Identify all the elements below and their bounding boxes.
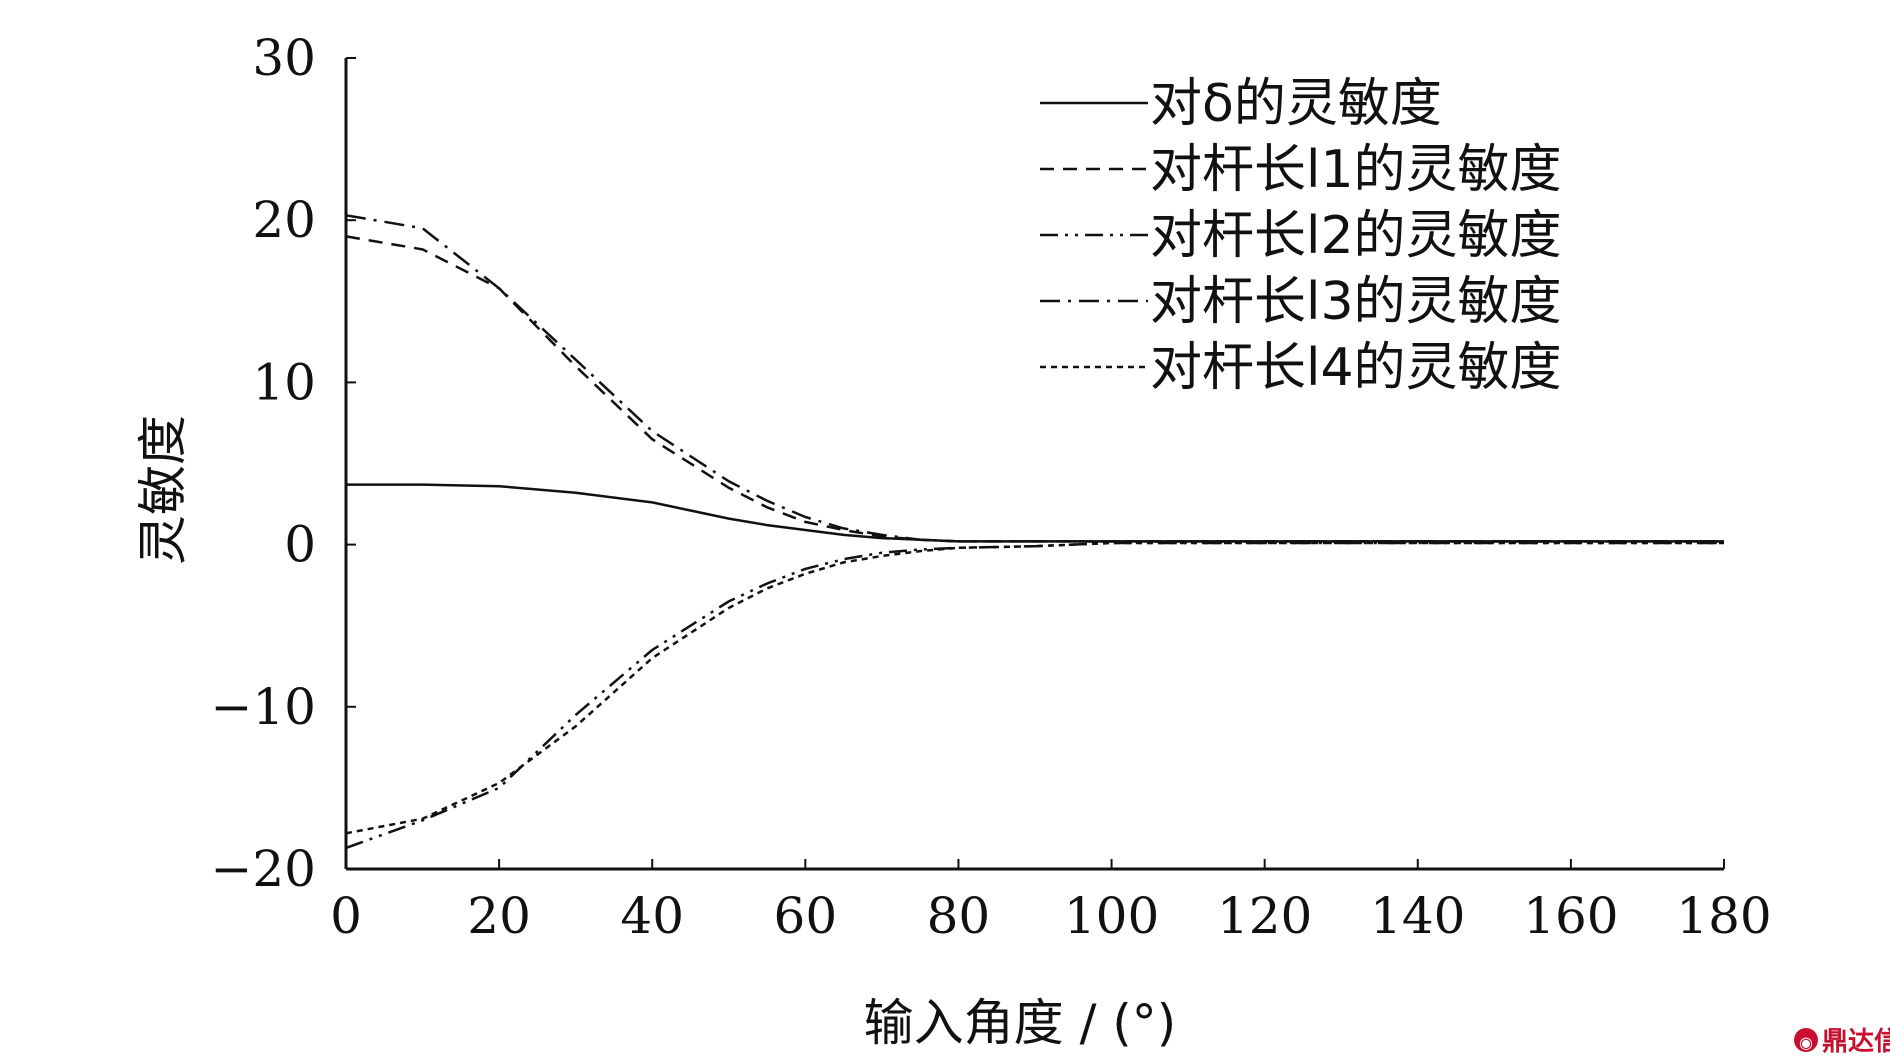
legend-label-2: 对杆长l1的灵敏度 bbox=[1150, 140, 1562, 200]
x-tick-label: 140 bbox=[1370, 887, 1465, 945]
legend-label-1: 对δ的灵敏度 bbox=[1150, 74, 1442, 134]
y-tick-label: 30 bbox=[252, 29, 316, 87]
series-line-3 bbox=[345, 541, 1724, 850]
watermark-logo-icon-glyph: ◉ bbox=[1799, 1033, 1813, 1052]
watermark-text: 鼎达信 bbox=[1822, 1027, 1890, 1057]
y-tick-label: 0 bbox=[284, 516, 316, 574]
x-tick-label: 100 bbox=[1064, 887, 1159, 945]
y-tick-label: 10 bbox=[252, 353, 316, 411]
y-tick-label: 20 bbox=[252, 191, 316, 249]
x-tick-label: 20 bbox=[467, 887, 531, 945]
x-tick-label: 0 bbox=[330, 887, 362, 945]
x-tick-label: 40 bbox=[620, 887, 684, 945]
legend-label-5: 对杆长l4的灵敏度 bbox=[1150, 338, 1562, 398]
x-tick-label: 160 bbox=[1523, 887, 1618, 945]
series-line-4 bbox=[345, 214, 1724, 543]
legend: 对δ的灵敏度对杆长l1的灵敏度对杆长l2的灵敏度对杆长l3的灵敏度对杆长l4的灵… bbox=[1040, 74, 1562, 398]
x-axis-ticks: 0 20 40 60 80 100 120 140 160 180 bbox=[330, 859, 1772, 945]
watermark: ◉ 鼎达信 bbox=[1794, 1027, 1890, 1057]
y-axis-ticks: −20 −10 0 10 20 30 bbox=[210, 29, 356, 898]
x-tick-label: 180 bbox=[1676, 887, 1771, 945]
y-axis-label: 灵敏度 bbox=[134, 415, 192, 565]
y-tick-label: −20 bbox=[210, 840, 316, 898]
series-lines bbox=[345, 214, 1724, 850]
x-tick-label: 80 bbox=[927, 887, 991, 945]
x-tick-label: 120 bbox=[1217, 887, 1312, 945]
series-line-2 bbox=[345, 235, 1724, 543]
series-line-1 bbox=[346, 483, 1724, 543]
legend-label-3: 对杆长l2的灵敏度 bbox=[1150, 206, 1562, 266]
legend-label-4: 对杆长l3的灵敏度 bbox=[1150, 272, 1562, 332]
watermark-logo-icon bbox=[1794, 1028, 1818, 1052]
x-axis-label: 输入角度 / (°) bbox=[864, 994, 1177, 1052]
axes bbox=[344, 58, 1724, 871]
series-line-5 bbox=[345, 541, 1724, 835]
x-tick-label: 60 bbox=[774, 887, 838, 945]
y-tick-label: −10 bbox=[210, 678, 316, 736]
